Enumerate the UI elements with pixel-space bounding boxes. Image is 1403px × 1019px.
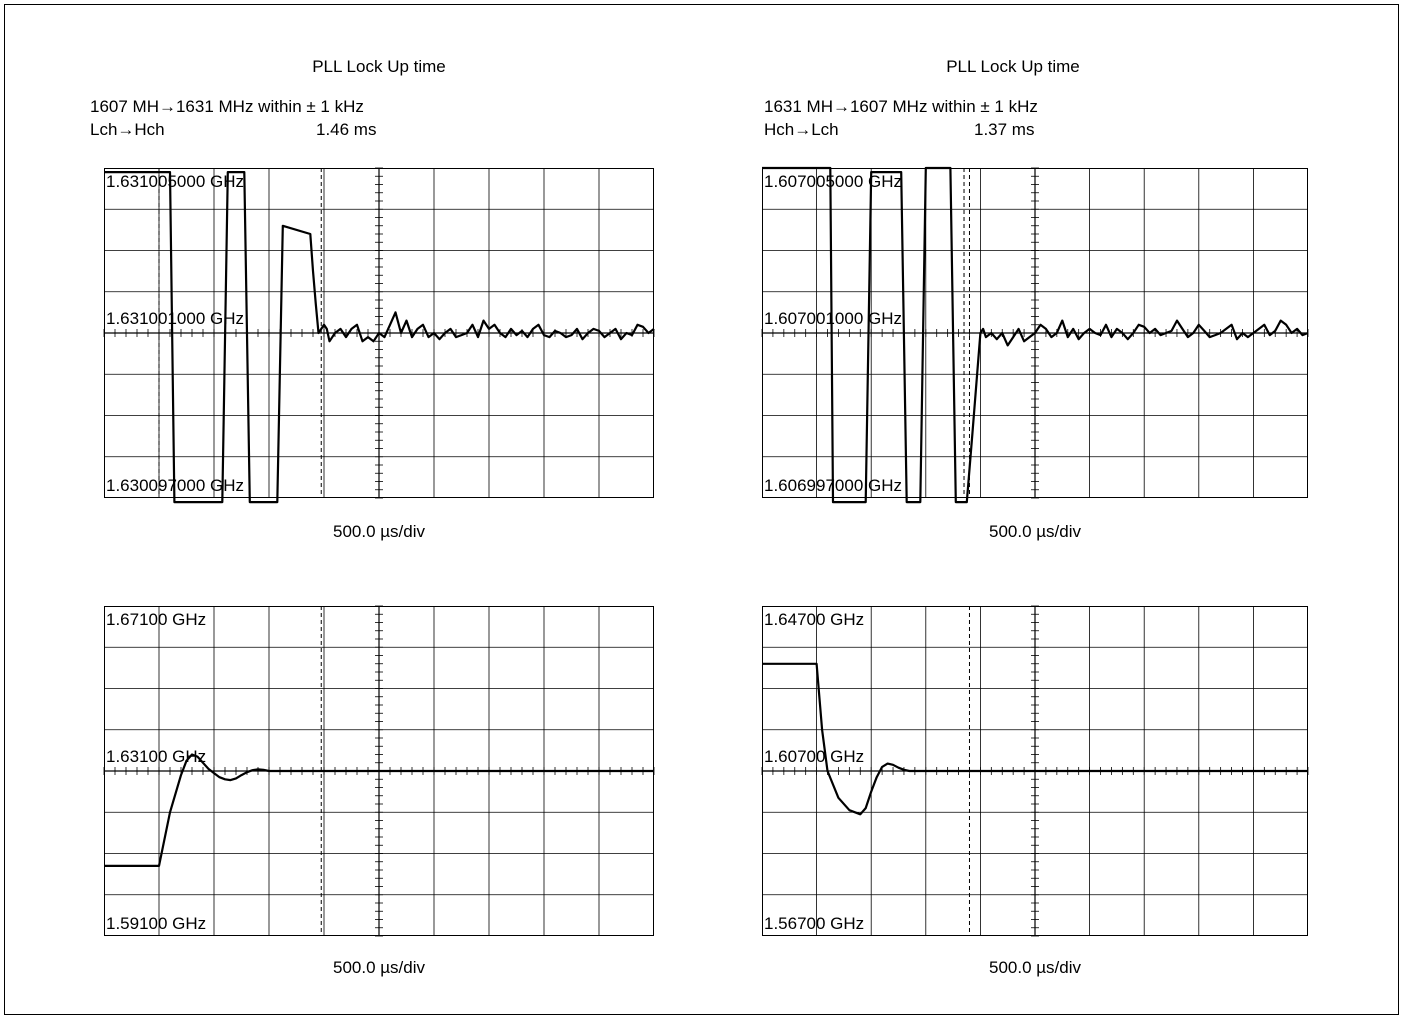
condition-line-right: 1631 MH→1607 MHz within ± 1 kHz [764, 97, 1038, 116]
channel-label-left: Lch→Hch [90, 120, 165, 139]
y-tick-label: 1.67100 GHz [106, 610, 206, 629]
y-tick-label: 1.63100 GHz [106, 747, 206, 766]
y-tick-label: 1.56700 GHz [764, 914, 864, 933]
x-scale-top-right: 500.0 µs/div [988, 522, 1081, 541]
channel-label-right: Hch→Lch [764, 120, 839, 139]
scope-chart-bottom-left: 1.67100 GHz 1.63100 GHz 1.59100 GHz [103, 605, 655, 937]
x-scale-bottom-left: 500.0 µs/div [332, 958, 425, 977]
page-frame [4, 4, 1399, 1015]
y-tick-label: 1.59100 GHz [106, 914, 206, 933]
y-tick-label: 1.64700 GHz [764, 610, 864, 629]
x-scale-bottom-right: 500.0 µs/div [988, 958, 1081, 977]
chart-title-left: PLL Lock Up time [312, 57, 446, 76]
y-tick-label: 1.631005000 GHz [106, 172, 244, 191]
lock-time-left: 1.46 ms [316, 120, 377, 139]
lock-time-right: 1.37 ms [974, 120, 1035, 139]
scope-chart-bottom-right: 1.64700 GHz 1.60700 GHz 1.56700 GHz [761, 605, 1309, 937]
chart-title-right: PLL Lock Up time [946, 57, 1080, 76]
y-tick-label: 1.607005000 GHz [764, 172, 902, 191]
x-scale-top-left: 500.0 µs/div [332, 522, 425, 541]
signal-trace [762, 166, 1309, 504]
signal-trace [762, 662, 1308, 816]
y-tick-label: 1.607001000 GHz [764, 309, 902, 328]
signal-trace [104, 170, 655, 504]
signal-trace [104, 753, 654, 867]
condition-line-left: 1607 MH→1631 MHz within ± 1 kHz [90, 97, 364, 116]
y-tick-label: 1.631001000 GHz [106, 309, 244, 328]
y-tick-label: 1.60700 GHz [764, 747, 864, 766]
